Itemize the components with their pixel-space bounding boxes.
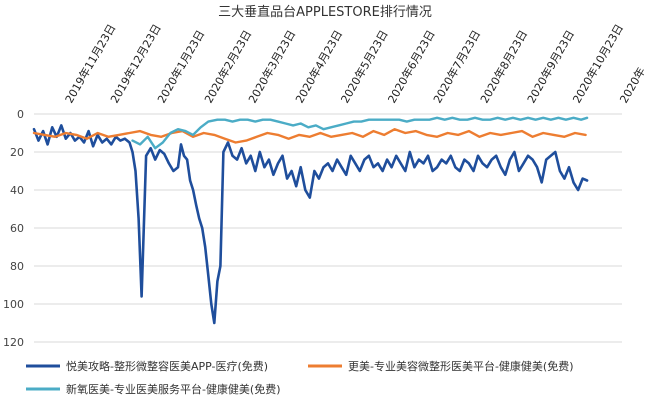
x-tick-label: 2020年 (616, 65, 648, 106)
x-tick-label: 2020年4月23日 (292, 27, 345, 105)
x-tick-label: 2020年9月23日 (524, 27, 577, 105)
y-tick-label: 60 (10, 222, 24, 235)
y-tick-label: 80 (10, 260, 24, 273)
series-lines (32, 116, 589, 325)
legend: 悦美攻略-整形微整容医美APP-医疗(免费) 更美-专业美容微整形医美平台-健康健… (26, 359, 574, 396)
x-tick-label: 2020年10月23日 (569, 21, 626, 105)
series-line-3 (131, 116, 589, 150)
x-tick-label: 2020年7月23日 (430, 27, 483, 105)
series-line-1 (32, 124, 589, 325)
y-tick-label: 100 (3, 298, 24, 311)
legend-label: 更美-专业美容微整形医美平台-健康健美(免费) (348, 359, 574, 373)
legend-label: 悦美攻略-整形微整容医美APP-医疗(免费) (66, 359, 268, 373)
legend-label: 新氧医美-专业医美服务平台-健康健美(免费) (66, 382, 281, 396)
x-tick-label: 2020年8月23日 (477, 27, 530, 105)
x-tick-label: 2020年2月23日 (201, 27, 254, 105)
y-tick-label: 40 (10, 184, 24, 197)
series-line-2 (32, 127, 587, 144)
grid (34, 113, 622, 343)
y-tick-label: 20 (10, 146, 24, 159)
y-axis-ticks: 0 20 40 60 80 100 120 (3, 108, 24, 349)
x-tick-label: 2019年11月23日 (62, 21, 119, 105)
y-tick-label: 120 (3, 336, 24, 349)
x-tick-label: 2020年5月23日 (338, 27, 391, 105)
x-tick-label: 2019年12月23日 (107, 21, 164, 105)
x-tick-label: 2020年3月23日 (245, 27, 298, 105)
x-tick-label: 2020年1月23日 (154, 27, 207, 105)
x-tick-label: 2020年6月23日 (385, 27, 438, 105)
y-tick-label: 0 (17, 108, 24, 121)
x-axis-ticks: 2019年11月23日2019年12月23日2020年1月23日2020年2月2… (62, 21, 648, 105)
chart-title: 三大垂直品台APPLESTORE排行情况 (218, 5, 432, 20)
